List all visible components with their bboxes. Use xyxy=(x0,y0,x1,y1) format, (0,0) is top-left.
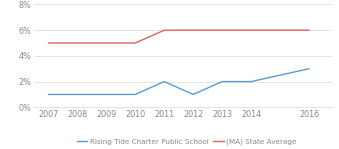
(MA) State Average xyxy=(104,42,108,44)
(MA) State Average xyxy=(46,42,51,44)
(MA) State Average xyxy=(75,42,79,44)
(MA) State Average xyxy=(249,29,253,31)
Rising Tide Charter Public School xyxy=(133,94,137,95)
Rising Tide Charter Public School xyxy=(191,94,195,95)
Rising Tide Charter Public School xyxy=(75,94,79,95)
Rising Tide Charter Public School xyxy=(307,68,311,70)
Rising Tide Charter Public School xyxy=(162,81,166,82)
(MA) State Average xyxy=(191,29,195,31)
Rising Tide Charter Public School xyxy=(46,94,51,95)
Legend: Rising Tide Charter Public School, (MA) State Average: Rising Tide Charter Public School, (MA) … xyxy=(77,139,296,145)
Rising Tide Charter Public School xyxy=(220,81,224,82)
Line: Rising Tide Charter Public School: Rising Tide Charter Public School xyxy=(48,69,309,94)
Rising Tide Charter Public School xyxy=(104,94,108,95)
(MA) State Average xyxy=(133,42,137,44)
Rising Tide Charter Public School xyxy=(249,81,253,82)
Line: (MA) State Average: (MA) State Average xyxy=(48,30,309,43)
(MA) State Average xyxy=(220,29,224,31)
(MA) State Average xyxy=(162,29,166,31)
(MA) State Average xyxy=(307,29,311,31)
